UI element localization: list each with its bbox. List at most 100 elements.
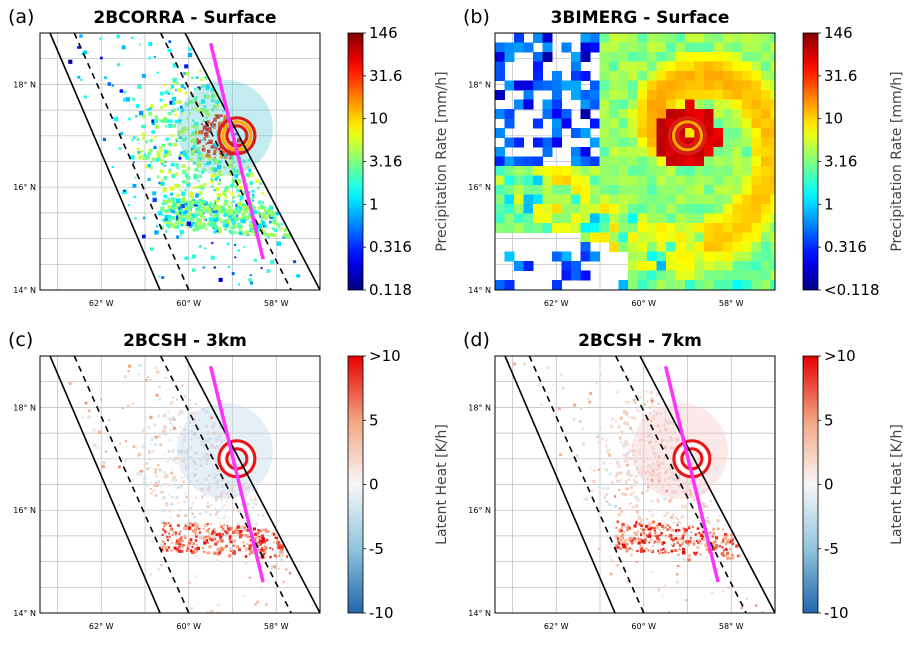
data-point xyxy=(134,176,137,179)
precip-cell xyxy=(495,156,505,167)
data-point xyxy=(663,584,667,588)
data-point xyxy=(693,551,696,555)
data-point xyxy=(172,205,175,208)
precip-cell xyxy=(742,242,752,252)
panel-title: 3BIMERG - Surface xyxy=(551,8,730,28)
precip-cell xyxy=(694,261,705,271)
data-point xyxy=(701,531,703,534)
precip-cell xyxy=(713,118,724,129)
precip-cell xyxy=(685,185,695,195)
precip-cell xyxy=(647,223,657,233)
precip-cell xyxy=(590,185,600,195)
data-point xyxy=(690,494,694,498)
data-point xyxy=(196,221,199,225)
data-point xyxy=(243,524,245,526)
data-point xyxy=(203,440,207,444)
precip-cell xyxy=(751,175,762,186)
data-point xyxy=(633,480,637,483)
precip-cell xyxy=(666,242,676,252)
precip-cell xyxy=(704,90,714,100)
data-point xyxy=(187,367,189,370)
precip-cell xyxy=(723,80,733,91)
data-point xyxy=(207,454,211,458)
data-point xyxy=(646,485,650,489)
data-point xyxy=(277,542,281,546)
data-point xyxy=(638,537,642,541)
precip-cell xyxy=(685,204,695,214)
data-point xyxy=(663,514,667,518)
data-point xyxy=(223,227,227,231)
data-point xyxy=(237,523,241,527)
precip-cell xyxy=(770,156,775,167)
data-point xyxy=(216,445,219,449)
precip-cell xyxy=(628,147,638,157)
data-point xyxy=(172,143,177,147)
data-point xyxy=(639,395,642,399)
precip-cell xyxy=(609,232,619,243)
data-point xyxy=(270,259,275,264)
data-point xyxy=(184,468,188,471)
precip-cell xyxy=(523,213,534,224)
precip-cell xyxy=(770,118,775,129)
data-point xyxy=(209,201,213,204)
data-point xyxy=(203,541,207,545)
precip-cell xyxy=(666,71,676,81)
data-point xyxy=(608,555,611,558)
data-point xyxy=(208,205,212,209)
data-point xyxy=(171,424,174,427)
data-point xyxy=(180,213,183,216)
data-point xyxy=(244,486,249,490)
data-point xyxy=(175,547,179,551)
data-point xyxy=(592,479,596,483)
data-point xyxy=(225,509,229,512)
data-point xyxy=(135,114,138,118)
data-point xyxy=(232,478,235,481)
data-point xyxy=(625,463,630,467)
data-point xyxy=(167,417,171,421)
data-point xyxy=(620,510,624,513)
data-point xyxy=(93,443,97,447)
precip-cell xyxy=(713,166,724,176)
data-point xyxy=(654,483,658,487)
data-point xyxy=(237,194,241,198)
data-point xyxy=(615,546,618,550)
data-point xyxy=(681,551,686,555)
data-point xyxy=(664,418,668,421)
data-point xyxy=(194,549,198,554)
data-point xyxy=(584,497,588,501)
data-point xyxy=(678,537,682,541)
data-point xyxy=(210,145,214,149)
data-point xyxy=(164,210,168,214)
data-point xyxy=(724,554,727,557)
swath-lines xyxy=(504,356,775,613)
colorbar-tick-label: 0.316 xyxy=(369,238,412,256)
colorbar-tick-label: 31.6 xyxy=(824,67,857,85)
precip-cell xyxy=(666,280,676,290)
precip-cell xyxy=(694,128,705,138)
data-point xyxy=(175,88,178,91)
data-point xyxy=(625,482,628,485)
data-point xyxy=(272,541,276,544)
data-point xyxy=(201,224,206,229)
precip-cell xyxy=(694,71,705,81)
data-point xyxy=(184,173,189,178)
data-point xyxy=(248,168,252,173)
precip-cell xyxy=(637,251,648,262)
precip-cell xyxy=(637,109,648,119)
data-point xyxy=(634,482,638,486)
precip-cell xyxy=(770,52,775,62)
data-point xyxy=(206,529,210,533)
data-point xyxy=(181,539,184,542)
data-point xyxy=(695,551,699,554)
swath-line xyxy=(73,33,190,290)
data-point xyxy=(631,539,634,542)
data-point xyxy=(561,386,565,390)
x-tick-label: 60° W xyxy=(631,622,656,631)
data-point xyxy=(267,530,270,533)
data-point xyxy=(272,227,275,229)
data-point xyxy=(652,451,656,455)
data-point xyxy=(643,471,647,475)
data-point xyxy=(223,212,228,217)
data-point xyxy=(685,487,690,491)
precip-cell xyxy=(647,261,657,271)
